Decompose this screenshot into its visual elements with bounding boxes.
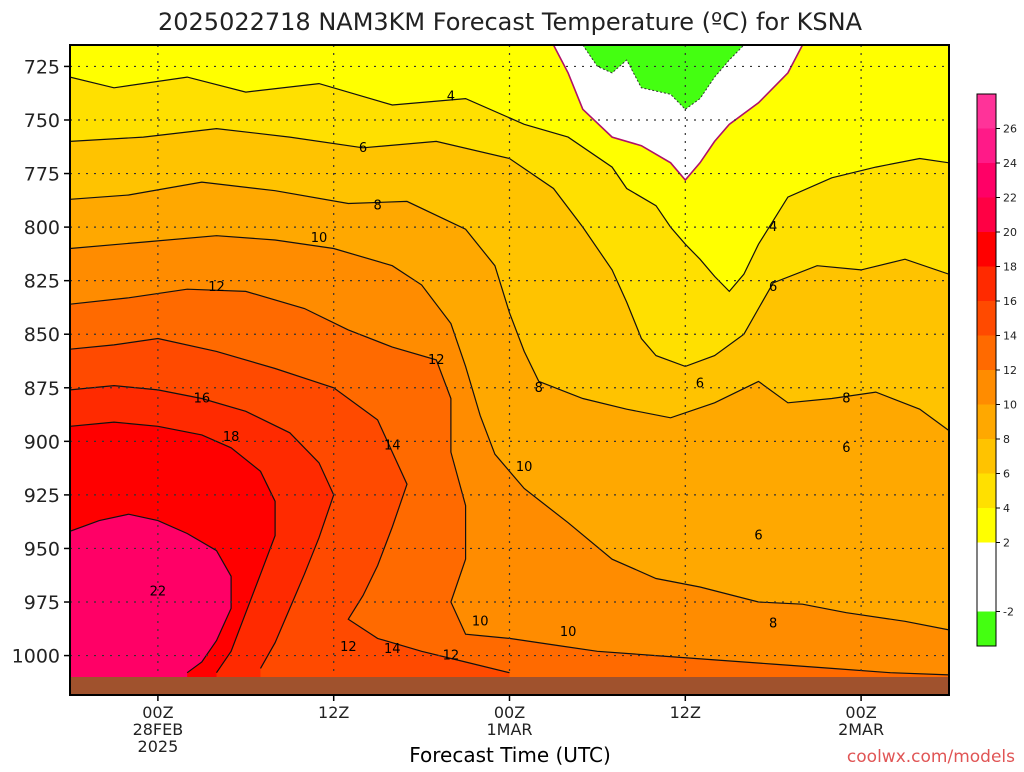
y-tick-label: 875: [24, 378, 60, 400]
colorbar-tick-label: 20: [1003, 226, 1017, 239]
y-tick-label: 1000: [12, 646, 60, 668]
colorbar-swatch: [977, 197, 996, 232]
y-tick-label: 975: [24, 592, 60, 614]
x-tick-label: 12Z: [670, 703, 701, 722]
colorbar-swatch: [977, 94, 996, 129]
x-tick-label: 28FEB: [133, 720, 184, 739]
colorbar-tick-label: 4: [1003, 502, 1010, 515]
colorbar-tick-label: 2: [1003, 537, 1010, 550]
colorbar-swatch: [977, 611, 996, 646]
x-tick-label: 00Z: [142, 703, 173, 722]
x-tick-label: 2MAR: [838, 720, 884, 739]
colorbar-swatch: [977, 335, 996, 370]
contour-label: 16: [194, 391, 211, 406]
y-tick-label: 950: [24, 538, 60, 560]
contour-label: 22: [150, 584, 167, 599]
colorbar-tick-label: 6: [1003, 468, 1010, 481]
colorbar-swatch: [977, 232, 996, 267]
y-tick-label: 850: [24, 324, 60, 346]
contour-label: 6: [769, 280, 777, 295]
contour-label: 12: [443, 649, 460, 664]
colorbar-tick-label: 22: [1003, 192, 1017, 205]
contour-label: 12: [208, 280, 225, 295]
colorbar-swatch: [977, 404, 996, 439]
band-near-freezing: [553, 45, 803, 180]
grid: [70, 45, 949, 677]
colorbar-tick-label: 10: [1003, 399, 1017, 412]
colorbar-tick-label: 24: [1003, 157, 1017, 170]
contour-label: 12: [428, 353, 445, 368]
plot-area: 4 6 8 10 12 16 18 22 14 12 8 10 10 10 12 14 12 6 6 8 4 6 8 6: [70, 45, 949, 695]
colorbar-tick-label: 18: [1003, 261, 1017, 274]
contour-label: 6: [842, 441, 850, 456]
contour-label: 12: [340, 640, 357, 655]
contour-label: 14: [384, 439, 401, 454]
x-tick-label: 2025: [138, 737, 179, 756]
colorbar-swatch: [977, 370, 996, 405]
ground-band: [70, 677, 949, 695]
y-tick-label: 725: [24, 56, 60, 78]
y-tick-label: 925: [24, 485, 60, 507]
y-tick-label: 750: [24, 110, 60, 132]
zero-isotherm: [552, 45, 804, 182]
y-tick-label: 825: [24, 271, 60, 293]
contour-label: 6: [754, 529, 762, 544]
isotherm-10: [70, 235, 949, 631]
x-tick-label: 00Z: [845, 703, 876, 722]
contour-label: 14: [384, 642, 401, 657]
colorbar-swatch: [977, 473, 996, 508]
colorbar-tick-label: 16: [1003, 295, 1017, 308]
colorbar-tick-label: -2: [1003, 606, 1014, 619]
colorbar-tick-label: 26: [1003, 123, 1017, 136]
colorbar-swatch: [977, 163, 996, 198]
colorbar-swatch: [977, 128, 996, 163]
contour-label: 10: [560, 625, 577, 640]
contour-label: 4: [447, 89, 455, 104]
contour-label: 10: [516, 460, 533, 475]
contour-label: 8: [769, 616, 777, 631]
temp-band-22: [70, 514, 232, 695]
contour-label: 6: [696, 376, 704, 391]
isotherm-18: [70, 421, 276, 674]
contour-label: 8: [374, 199, 382, 214]
colorbar-swatch: [977, 301, 996, 336]
contour-label: 4: [769, 220, 777, 235]
subfreezing-region: [582, 45, 745, 110]
colorbar-swatch: [977, 508, 996, 543]
y-axis: 725 750 775 800 825 850 875 900 925 950 975 1000: [12, 56, 70, 668]
isotherm-22: [70, 513, 232, 674]
isotherm-6: [70, 127, 949, 368]
contour-label: 10: [311, 231, 328, 246]
isotherm-14: [70, 337, 510, 674]
credit-text: coolwx.com/models: [847, 747, 1015, 767]
y-tick-label: 800: [24, 217, 60, 239]
contour-label: 10: [472, 614, 489, 629]
colorbar-swatch: [977, 439, 996, 474]
colorbar-swatch: [977, 542, 996, 612]
contour-label: 6: [359, 141, 367, 156]
isotherm-12: [70, 288, 949, 676]
isotherm-8: [70, 181, 949, 432]
x-tick-label: 12Z: [318, 703, 349, 722]
colorbar-tick-label: 12: [1003, 364, 1017, 377]
contour-label: 18: [223, 430, 240, 445]
y-tick-label: 900: [24, 431, 60, 453]
chart-title: 2025022718 NAM3KM Forecast Temperature (…: [158, 8, 863, 36]
colorbar-tick-label: 8: [1003, 433, 1010, 446]
y-tick-label: 775: [24, 164, 60, 186]
colorbar-swatch: [977, 266, 996, 301]
colorbar-tick-label: 14: [1003, 330, 1017, 343]
x-tick-label: 1MAR: [486, 720, 532, 739]
x-tick-label: 00Z: [494, 703, 525, 722]
contour-label: 8: [535, 381, 543, 396]
x-axis-label: Forecast Time (UTC): [409, 743, 611, 767]
contour-label: 8: [842, 391, 850, 406]
